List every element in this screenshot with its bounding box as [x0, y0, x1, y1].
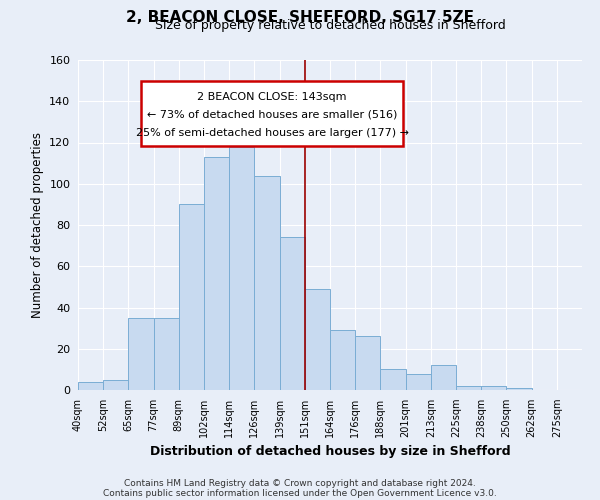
- Bar: [103, 380, 128, 390]
- Bar: [229, 146, 254, 390]
- Bar: [179, 204, 204, 390]
- Bar: [128, 318, 154, 390]
- Bar: [254, 176, 280, 390]
- Text: 2 BEACON CLOSE: 143sqm: 2 BEACON CLOSE: 143sqm: [197, 92, 347, 102]
- Bar: [330, 330, 355, 390]
- Text: 2, BEACON CLOSE, SHEFFORD, SG17 5ZE: 2, BEACON CLOSE, SHEFFORD, SG17 5ZE: [126, 10, 474, 25]
- Bar: [154, 318, 179, 390]
- Bar: [280, 238, 305, 390]
- Bar: [456, 386, 481, 390]
- Bar: [355, 336, 380, 390]
- Bar: [305, 289, 330, 390]
- Bar: [78, 382, 103, 390]
- Text: Contains public sector information licensed under the Open Government Licence v3: Contains public sector information licen…: [103, 488, 497, 498]
- Bar: [406, 374, 431, 390]
- X-axis label: Distribution of detached houses by size in Shefford: Distribution of detached houses by size …: [149, 446, 511, 458]
- Text: 25% of semi-detached houses are larger (177) →: 25% of semi-detached houses are larger (…: [136, 128, 409, 138]
- Bar: [481, 386, 506, 390]
- Text: ← 73% of detached houses are smaller (516): ← 73% of detached houses are smaller (51…: [147, 110, 397, 120]
- Title: Size of property relative to detached houses in Shefford: Size of property relative to detached ho…: [155, 20, 505, 32]
- Y-axis label: Number of detached properties: Number of detached properties: [31, 132, 44, 318]
- Bar: [380, 370, 406, 390]
- Bar: [204, 157, 229, 390]
- Bar: [506, 388, 532, 390]
- Bar: [431, 365, 456, 390]
- FancyBboxPatch shape: [141, 82, 403, 146]
- Text: Contains HM Land Registry data © Crown copyright and database right 2024.: Contains HM Land Registry data © Crown c…: [124, 478, 476, 488]
